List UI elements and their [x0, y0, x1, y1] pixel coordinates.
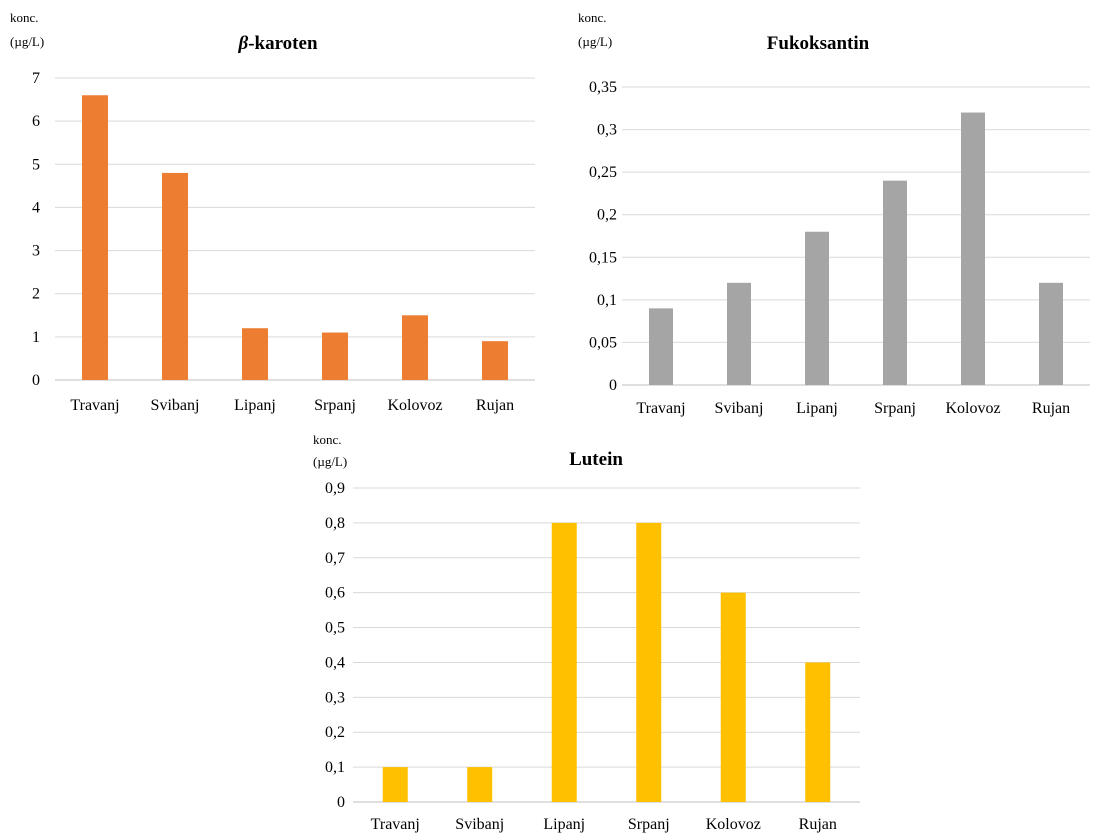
bar-rujan: [805, 662, 831, 802]
bar-kolovoz: [961, 112, 985, 386]
y-tick-label: 0,2: [325, 724, 345, 741]
x-tick-label: Srpanj: [628, 816, 670, 833]
x-tick-label: Travanj: [636, 400, 685, 417]
bar-travanj: [649, 308, 673, 385]
y-tick-label: 0,7: [325, 550, 345, 567]
bar-rujan: [1039, 282, 1063, 385]
bar-srpanj: [883, 180, 907, 385]
x-tick-label: Kolovoz: [945, 400, 1000, 417]
x-tick-label: Svibanj: [151, 397, 200, 414]
bar-lipanj: [551, 522, 577, 802]
x-tick-label: Lipanj: [234, 397, 276, 414]
bar-svibanj: [727, 282, 751, 385]
fukoksantin-chart: konc. (µg/L) Fukoksantin 0 0,05 0,1 0,15 0,2…: [578, 10, 1090, 417]
y-axis-label-line2: (µg/L): [10, 34, 44, 49]
y-tick-label: 0,05: [589, 334, 617, 351]
chart-title: β-karoten: [237, 33, 317, 54]
y-tick-label: 0: [609, 377, 617, 394]
bar-rujan: [482, 341, 508, 380]
y-tick-label: 2: [32, 286, 40, 303]
beta-karoten-chart: konc. (µg/L) β-karoten 0 1 2 3 4 5 6 7 Travanj S…: [10, 10, 535, 414]
y-tick-label: 0: [337, 794, 345, 811]
chart-title-rest: -karoten: [248, 33, 318, 54]
bar-kolovoz: [720, 592, 746, 802]
x-tick-label: Svibanj: [455, 816, 504, 833]
y-tick-label: 5: [32, 156, 40, 173]
chart-title: Lutein: [569, 449, 623, 470]
y-tick-label: 0,15: [589, 249, 617, 266]
y-tick-label: 0,35: [589, 79, 617, 96]
y-tick-label: 0,4: [325, 654, 345, 671]
y-tick-label: 0,1: [325, 759, 345, 776]
x-tick-label: Rujan: [799, 816, 837, 833]
y-tick-label: 0,9: [325, 480, 345, 497]
y-tick-label: 0,5: [325, 620, 345, 637]
y-axis-label-line2: (µg/L): [313, 454, 347, 469]
x-tick-label: Rujan: [1032, 400, 1070, 417]
bar-srpanj: [322, 332, 348, 380]
y-axis-label-line1: konc.: [313, 432, 342, 447]
y-axis-label-line1: konc.: [578, 10, 607, 25]
x-tick-label: Rujan: [476, 397, 514, 414]
y-axis-label-line2: (µg/L): [578, 34, 612, 49]
bar-lipanj: [242, 328, 268, 380]
y-axis-label-line1: konc.: [10, 10, 39, 25]
x-tick-label: Srpanj: [314, 397, 356, 414]
x-tick-label: Travanj: [371, 816, 420, 833]
bar-travanj: [82, 95, 108, 380]
y-tick-label: 4: [32, 199, 40, 216]
y-tick-label: 1: [32, 329, 40, 346]
chart-title-greek: β: [237, 33, 248, 54]
x-tick-label: Kolovoz: [387, 397, 442, 414]
x-tick-label: Svibanj: [715, 400, 764, 417]
y-tick-label: 7: [32, 70, 40, 87]
bar-travanj: [382, 767, 408, 802]
y-tick-label: 0,2: [597, 207, 617, 224]
y-tick-label: 0,8: [325, 515, 345, 532]
bar-lipanj: [805, 231, 829, 385]
bar-svibanj: [467, 767, 493, 802]
x-tick-label: Srpanj: [874, 400, 916, 417]
bar-srpanj: [636, 522, 662, 802]
lutein-chart: konc. (µg/L) Lutein 0 0,1 0,2 0,3 0,4 0,5 0,6 0…: [313, 432, 860, 833]
y-tick-label: 0,3: [597, 122, 617, 139]
y-tick-label: 0,3: [325, 689, 345, 706]
y-tick-label: 0,6: [325, 585, 345, 602]
y-tick-label: 0,25: [589, 164, 617, 181]
x-tick-label: Travanj: [70, 397, 119, 414]
chart-title: Fukoksantin: [767, 33, 870, 54]
y-tick-label: 3: [32, 243, 40, 260]
y-tick-label: 0,1: [597, 292, 617, 309]
x-tick-label: Lipanj: [543, 816, 585, 833]
y-tick-label: 6: [32, 113, 40, 130]
y-tick-label: 0: [32, 372, 40, 389]
x-tick-label: Lipanj: [796, 400, 838, 417]
x-tick-label: Kolovoz: [706, 816, 761, 833]
bar-kolovoz: [402, 315, 428, 380]
bar-svibanj: [162, 172, 188, 380]
